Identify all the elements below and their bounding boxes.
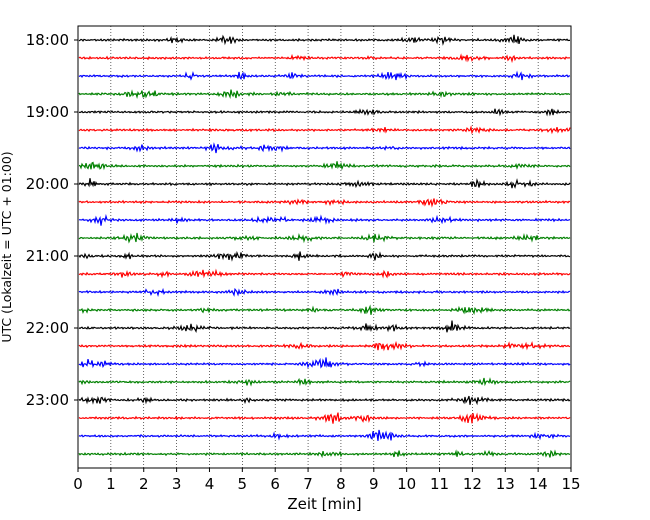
x-tick-label: 13 <box>496 475 515 493</box>
seismogram-trace <box>78 395 571 406</box>
traces-group <box>78 34 571 459</box>
x-tick-label: 10 <box>397 475 416 493</box>
y-tick-label: 22:00 <box>26 319 69 337</box>
x-axis-label: Zeit [min] <box>287 495 361 513</box>
x-tick-label: 7 <box>303 475 313 493</box>
y-tick-label: 20:00 <box>26 175 69 193</box>
seismogram-trace <box>78 449 571 459</box>
x-tick-label: 0 <box>73 475 83 493</box>
seismogram-trace <box>78 429 571 441</box>
seismogram-trace <box>78 287 571 298</box>
x-tick-label: 4 <box>205 475 215 493</box>
y-tick-label: 19:00 <box>26 103 69 121</box>
seismogram-trace <box>78 340 571 352</box>
x-tick-label: 5 <box>238 475 248 493</box>
seismogram-trace <box>78 198 571 208</box>
x-tick-label: 3 <box>172 475 182 493</box>
seismogram-trace <box>78 377 571 387</box>
seismogram-trace <box>78 34 571 46</box>
seismogram-trace <box>78 89 571 99</box>
seismogram-trace <box>78 412 571 424</box>
plot-area <box>78 26 571 468</box>
seismogram-trace <box>78 320 571 333</box>
x-tick-label: 15 <box>561 475 580 493</box>
plot-frame <box>77 25 572 469</box>
x-tick-label: 12 <box>463 475 482 493</box>
seismogram-trace <box>78 213 571 226</box>
x-tick-label: 1 <box>106 475 116 493</box>
seismogram-trace <box>78 53 571 64</box>
y-axis-ticks: 18:00 19:00 20:00 21:00 22:00 23:00 <box>26 31 78 409</box>
seismogram-trace <box>78 108 571 117</box>
x-tick-label: 8 <box>336 475 346 493</box>
x-tick-label: 2 <box>139 475 149 493</box>
x-tick-label: 14 <box>529 475 548 493</box>
x-tick-label: 11 <box>430 475 449 493</box>
y-axis-label: UTC (Lokalzeit = UTC + 01:00) <box>0 151 14 342</box>
seismogram-trace <box>78 357 571 369</box>
seismogram-trace <box>78 125 571 135</box>
seismogram-trace <box>78 268 571 279</box>
seismogram-trace <box>78 161 571 171</box>
y-tick-label: 18:00 <box>26 31 69 49</box>
seismogram-trace <box>78 250 571 262</box>
seismogram-trace <box>78 70 571 81</box>
y-tick-label: 21:00 <box>26 247 69 265</box>
seismogram-trace <box>78 142 571 154</box>
seismogram-trace <box>78 304 571 315</box>
seismogram-trace <box>78 232 571 244</box>
x-tick-label: 9 <box>369 475 379 493</box>
y-tick-label: 23:00 <box>26 391 69 409</box>
seismogram-trace <box>78 178 571 189</box>
x-tick-label: 6 <box>270 475 280 493</box>
x-axis-ticks: 0 1 2 3 4 5 6 7 8 9 10 11 12 13 14 15 <box>73 468 581 493</box>
